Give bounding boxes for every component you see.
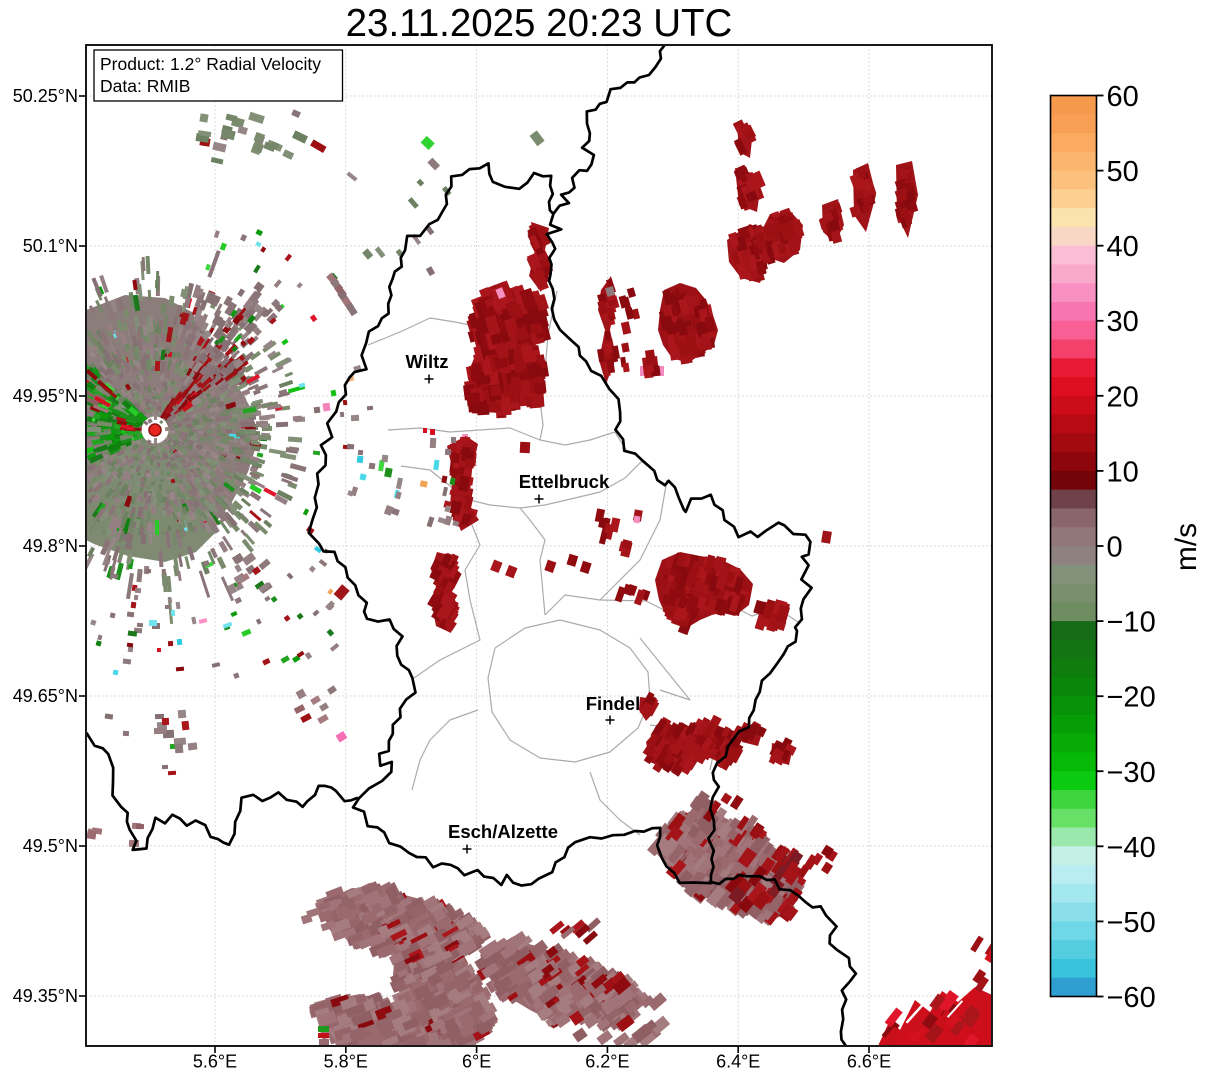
- svg-text:20: 20: [1107, 381, 1139, 413]
- svg-text:40: 40: [1107, 231, 1139, 263]
- svg-text:6°E: 6°E: [462, 1052, 491, 1072]
- svg-text:−60: −60: [1107, 982, 1156, 1014]
- svg-text:5.8°E: 5.8°E: [324, 1052, 368, 1072]
- svg-text:−30: −30: [1107, 757, 1156, 789]
- svg-text:−50: −50: [1107, 907, 1156, 939]
- svg-text:5.6°E: 5.6°E: [193, 1052, 237, 1072]
- svg-text:Data: RMIB: Data: RMIB: [100, 76, 190, 96]
- svg-text:49.5°N: 49.5°N: [23, 836, 78, 856]
- svg-text:Ettelbruck: Ettelbruck: [519, 471, 610, 492]
- svg-text:23.11.2025 20:23 UTC: 23.11.2025 20:23 UTC: [346, 2, 733, 45]
- svg-text:49.65°N: 49.65°N: [13, 686, 78, 706]
- svg-text:50.1°N: 50.1°N: [23, 236, 78, 256]
- svg-text:50: 50: [1107, 156, 1139, 188]
- svg-text:0: 0: [1107, 532, 1123, 564]
- svg-text:6.4°E: 6.4°E: [716, 1052, 760, 1072]
- svg-text:m/s: m/s: [1170, 523, 1203, 571]
- svg-text:49.8°N: 49.8°N: [23, 536, 78, 556]
- svg-text:50.25°N: 50.25°N: [13, 86, 78, 106]
- svg-text:49.35°N: 49.35°N: [13, 986, 78, 1006]
- svg-text:10: 10: [1107, 456, 1139, 488]
- svg-text:30: 30: [1107, 306, 1139, 338]
- svg-text:−20: −20: [1107, 682, 1156, 714]
- svg-text:6.6°E: 6.6°E: [847, 1052, 891, 1072]
- svg-text:60: 60: [1107, 81, 1139, 113]
- svg-text:Wiltz: Wiltz: [406, 351, 449, 372]
- svg-text:Product: 1.2° Radial Velocity: Product: 1.2° Radial Velocity: [100, 54, 321, 74]
- svg-text:−40: −40: [1107, 832, 1156, 864]
- svg-text:−10: −10: [1107, 607, 1156, 639]
- svg-text:6.2°E: 6.2°E: [585, 1052, 629, 1072]
- svg-text:49.95°N: 49.95°N: [13, 386, 78, 406]
- svg-text:Findel: Findel: [586, 693, 640, 714]
- svg-text:Esch/Alzette: Esch/Alzette: [448, 821, 558, 842]
